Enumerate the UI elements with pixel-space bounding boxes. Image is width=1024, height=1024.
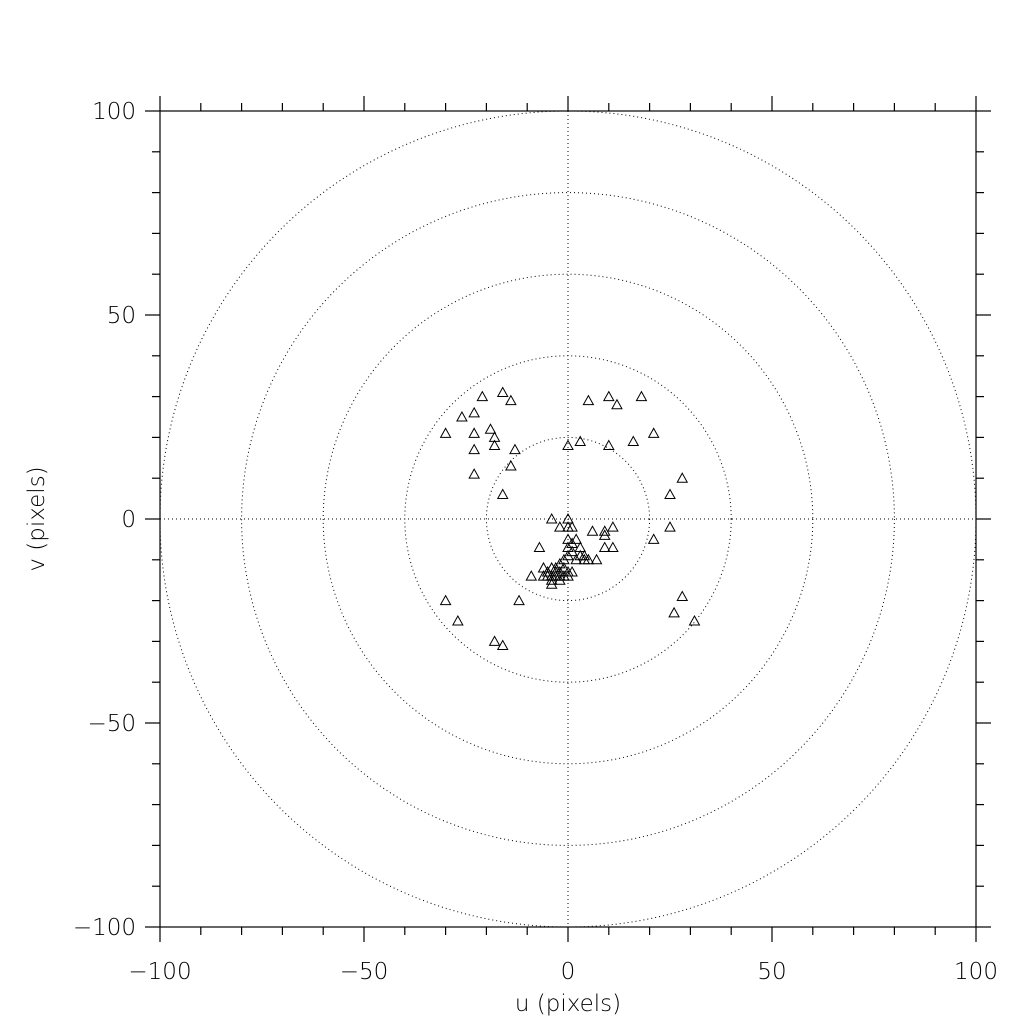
data-point-triangle xyxy=(602,439,615,451)
data-point-triangle xyxy=(456,410,468,422)
data-point-triangle xyxy=(545,578,558,589)
data-point-triangle xyxy=(590,553,603,565)
x-tick-label: 50 xyxy=(757,959,786,985)
y-tick-label: 0 xyxy=(121,507,136,533)
data-point-triangle xyxy=(496,488,509,500)
data-point-triangle xyxy=(598,541,611,553)
data-point-triangle xyxy=(509,443,521,455)
data-point-triangle xyxy=(488,635,501,646)
x-tick-label: −50 xyxy=(340,959,389,985)
data-point-triangle xyxy=(496,386,509,398)
data-point-triangle xyxy=(676,472,689,483)
data-point-triangle xyxy=(607,521,619,532)
data-point-triangle xyxy=(602,390,615,402)
data-point-triangle xyxy=(586,525,599,536)
data-point-triangle xyxy=(582,553,595,565)
grid-circle-r20 xyxy=(485,436,651,602)
data-point-triangle xyxy=(570,533,583,544)
data-point-triangle xyxy=(439,594,452,606)
points-layer xyxy=(439,386,701,650)
data-point-triangle xyxy=(553,574,566,585)
data-point-triangle xyxy=(451,614,464,626)
data-point-triangle xyxy=(647,533,660,544)
ticks-layer xyxy=(145,96,991,942)
tick-labels-layer: −100 −50 0 50 100 −100 −50 0 50 100 xyxy=(73,99,998,985)
x-tick-label: 100 xyxy=(954,959,998,985)
data-point-triangle xyxy=(476,390,489,402)
data-point-triangle xyxy=(537,570,550,581)
x-tick-label: 0 xyxy=(561,959,576,985)
data-point-triangle xyxy=(598,525,611,536)
data-point-triangle xyxy=(566,521,578,532)
data-point-triangle xyxy=(647,427,660,438)
grid-circle-r40 xyxy=(404,355,732,683)
data-point-triangle xyxy=(578,549,591,561)
data-point-triangle xyxy=(468,406,481,418)
data-point-triangle xyxy=(566,545,578,557)
data-point-triangle xyxy=(553,521,566,532)
data-point-triangle xyxy=(525,570,538,581)
data-point-triangle xyxy=(611,398,623,410)
data-point-triangle xyxy=(562,439,574,451)
data-point-triangle xyxy=(635,390,648,402)
y-tick-label: 50 xyxy=(107,303,136,329)
y-tick-label: −50 xyxy=(87,711,136,737)
data-point-triangle xyxy=(574,435,587,446)
data-point-triangle xyxy=(566,566,578,577)
data-point-triangle xyxy=(545,512,558,524)
grid-circle-r60 xyxy=(322,273,814,765)
data-point-triangle xyxy=(688,614,701,626)
data-point-triangle xyxy=(582,394,595,406)
y-tick-label: −100 xyxy=(73,915,136,941)
x-tick-label: −100 xyxy=(128,959,191,985)
data-point-triangle xyxy=(664,521,676,532)
data-point-triangle xyxy=(484,423,497,434)
data-point-triangle xyxy=(668,606,680,618)
data-point-triangle xyxy=(627,435,640,446)
data-point-triangle xyxy=(607,541,619,553)
data-point-triangle xyxy=(468,443,481,455)
data-point-triangle xyxy=(505,394,517,406)
data-point-triangle xyxy=(488,439,501,451)
data-point-triangle xyxy=(439,427,452,438)
data-point-triangle xyxy=(513,594,525,606)
x-axis-title: u (pixels) xyxy=(515,991,621,1017)
data-point-triangle xyxy=(664,488,676,500)
y-tick-label: 100 xyxy=(92,99,136,125)
data-point-triangle xyxy=(468,468,481,479)
data-point-triangle xyxy=(676,590,689,602)
data-point-triangle xyxy=(533,541,546,553)
data-point-triangle xyxy=(496,639,509,650)
data-point-triangle xyxy=(468,427,481,438)
data-point-triangle xyxy=(505,459,517,471)
grid-circle-r80 xyxy=(241,192,895,846)
y-axis-title: v (pixels) xyxy=(24,466,50,571)
